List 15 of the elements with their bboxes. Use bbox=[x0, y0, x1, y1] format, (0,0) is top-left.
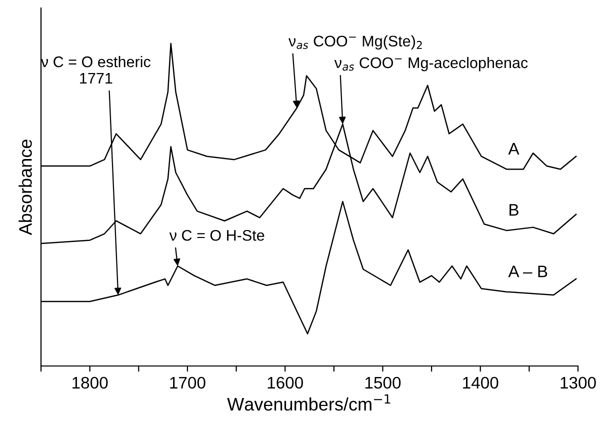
x-tick-label: 1700 bbox=[170, 376, 206, 389]
x-axis-title: Wavenumbers/cm$^{−1}$ bbox=[227, 394, 390, 411]
x-tick-label: 1300 bbox=[560, 376, 596, 389]
x-tick-label: 1800 bbox=[72, 376, 108, 389]
annotation: ν$_{as}$ COO$^{−}$ Mg-aceclophenac bbox=[334, 56, 528, 72]
x-tick-label: 1400 bbox=[463, 376, 498, 389]
series-label: A bbox=[508, 143, 520, 155]
annotation: ν C = O estheric 1771 bbox=[40, 56, 150, 84]
x-tick-label: 1500 bbox=[365, 376, 401, 389]
x-tick-label: 1600 bbox=[268, 376, 303, 389]
y-axis-title: Absorbance bbox=[18, 140, 32, 236]
series-label: A – B bbox=[508, 266, 548, 278]
annotation: ν C = O H-Ste bbox=[169, 230, 264, 241]
annotation: ν$_{as}$ COO$^{−}$ Mg(Ste)$_{2}$ bbox=[288, 35, 422, 50]
series-label: B bbox=[510, 204, 518, 216]
